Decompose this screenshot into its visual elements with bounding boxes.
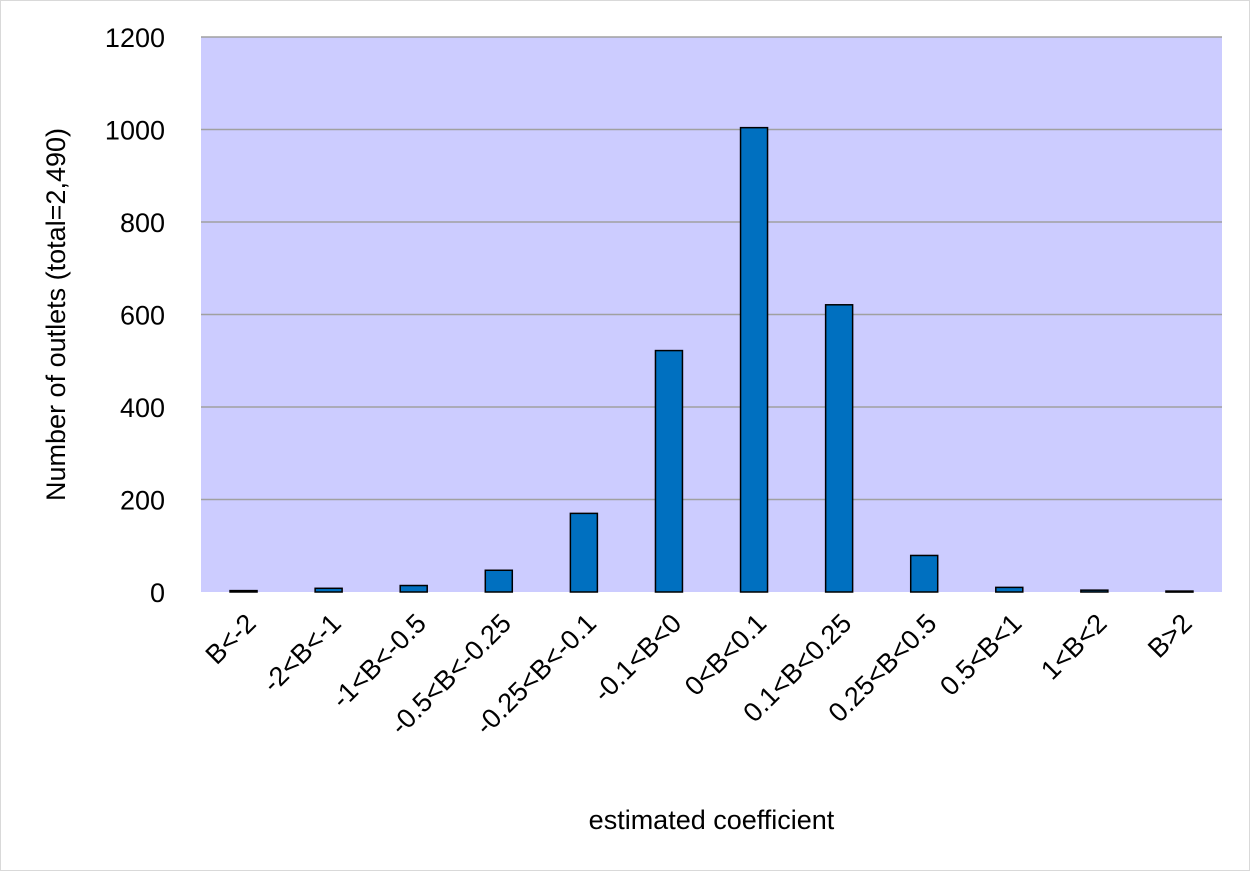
y-tick-label: 400 <box>120 393 165 423</box>
bar <box>909 554 939 593</box>
y-tick-label: 600 <box>120 301 165 331</box>
bar <box>654 349 684 593</box>
x-axis-title: estimated coefficient <box>589 805 835 835</box>
bar <box>739 126 769 593</box>
y-axis-ticks: 0 200 400 600 800 1000 1200 <box>105 23 165 608</box>
bar <box>995 586 1024 593</box>
bar <box>1165 590 1194 593</box>
bar <box>314 587 343 593</box>
y-tick-label: 1200 <box>105 23 165 53</box>
bar <box>824 304 854 593</box>
y-axis-title: Number of outlets (total=2,490) <box>41 128 71 501</box>
x-tick-label: -0.1<B<0 <box>587 608 687 708</box>
x-axis-ticks: B<-2-2<B<-1-1<B<-0.5-0.5<B<-0.25-0.25<B<… <box>200 608 1198 741</box>
bar <box>569 512 599 593</box>
y-tick-label: 200 <box>120 486 165 516</box>
x-tick-label: 1<B<2 <box>1035 608 1112 685</box>
gridlines <box>201 36 1222 501</box>
bars <box>229 126 1194 593</box>
x-tick-label: B<-2 <box>200 608 262 670</box>
bar <box>1080 589 1109 593</box>
bar <box>229 589 258 593</box>
x-tick-label: B>2 <box>1142 608 1198 664</box>
y-tick-label: 0 <box>150 578 165 608</box>
x-tick-label: 0.5<B<1 <box>934 608 1027 701</box>
y-tick-label: 1000 <box>105 116 165 146</box>
bar <box>399 584 428 593</box>
bar <box>484 569 514 593</box>
y-tick-label: 800 <box>120 208 165 238</box>
